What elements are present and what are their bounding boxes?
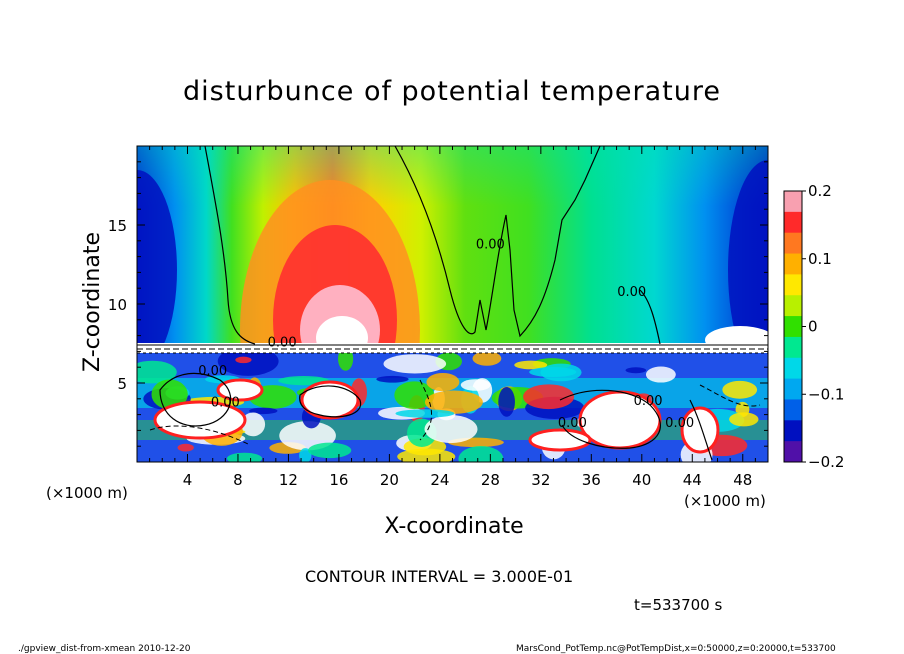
field-patch: [376, 375, 409, 383]
field-patch: [177, 443, 194, 452]
field-patch: [235, 356, 252, 364]
colorbar-swatch: [784, 253, 802, 275]
field-patch: [299, 448, 312, 462]
y-tick-label: 5: [117, 375, 127, 393]
contour-label: 0.00: [665, 416, 694, 431]
x-tick-label: 24: [430, 471, 449, 489]
x-tick-label: 20: [380, 471, 399, 489]
zero-contours: [159, 146, 713, 461]
x-axis-label: X-coordinate: [384, 514, 524, 539]
field-patch: [240, 412, 266, 437]
field-patch: [514, 360, 548, 370]
field-patch: [528, 428, 592, 452]
colorbar-swatch: [784, 441, 802, 463]
colorbar-swatch: [784, 399, 802, 421]
field-patch: [424, 415, 478, 444]
colorbar-tick-label: 0.1: [808, 250, 832, 268]
y-tick-label: 10: [108, 296, 127, 314]
x-tick-label: 44: [683, 471, 702, 489]
field-patch: [523, 384, 575, 410]
colorbar-swatch: [784, 274, 802, 296]
field-patch: [151, 379, 188, 410]
field-patch: [680, 406, 720, 454]
field-patch: [397, 448, 456, 462]
footer-script-info: ./gpview_dist-from-xmean 2010-12-20: [18, 644, 191, 654]
x-tick-label: 4: [183, 471, 193, 489]
colorbar-swatch: [784, 295, 802, 317]
lower-turbulent-patches: [137, 346, 759, 462]
field-patch: [249, 407, 278, 415]
footer-data-source: MarsCond_PotTemp.nc@PotTempDist,x=0:5000…: [516, 644, 836, 654]
field-patch: [424, 390, 483, 414]
contour-label: 0.00: [211, 396, 240, 411]
field-patch: [426, 372, 460, 392]
field-patch: [308, 442, 352, 459]
upper-layer-fade: [137, 146, 768, 206]
contour-label: 0.00: [634, 394, 663, 409]
field-patch: [216, 378, 264, 402]
x-tick-label: 40: [632, 471, 651, 489]
field-patch: [625, 367, 647, 374]
y-axis-label: Z-coordinate: [80, 232, 105, 372]
x-tick-label: 48: [733, 471, 752, 489]
field-patch: [529, 367, 577, 378]
contour-interval-label: CONTOUR INTERVAL = 3.000E-01: [305, 567, 574, 586]
contour-label: 0.00: [198, 364, 227, 379]
x-axis-unit-right: (×1000 m): [684, 492, 766, 510]
x-tick-label: 12: [279, 471, 298, 489]
contour-labels: 0.000.000.000.000.000.000.000.00: [198, 238, 694, 432]
field-patch: [153, 400, 247, 440]
colorbar-swatch: [784, 336, 802, 359]
colorbar-tick-label: −0.2: [808, 453, 844, 471]
colorbar-swatch: [784, 191, 802, 213]
y-tick-label: 15: [108, 217, 127, 235]
field-patch: [279, 421, 336, 451]
x-tick-label: 36: [582, 471, 601, 489]
colorbar-tick-label: −0.1: [808, 385, 844, 403]
field-patch: [722, 380, 758, 399]
x-tick-label: 16: [329, 471, 348, 489]
cold-anomaly-left: [137, 170, 177, 370]
plot-area: 0.000.000.000.000.000.000.000.00: [137, 146, 768, 462]
interface-lines: [137, 344, 768, 354]
colorbar-swatch: [784, 232, 802, 255]
colorbar-swatch: [784, 357, 802, 380]
y-axis-ticks: 5 10 15: [108, 161, 768, 447]
field-patch: [458, 446, 504, 462]
cold-anomaly-right: [728, 160, 768, 380]
colorbar-tick-label: 0.2: [808, 182, 832, 200]
field-patch: [460, 379, 491, 391]
contour-label: 0.00: [617, 285, 646, 300]
dashed-contours: [149, 379, 761, 446]
field-patch: [472, 351, 502, 366]
x-axis-ticks: 4 8 12 16 20 24 28 32 36 40 44 48: [149, 146, 756, 489]
field-patch: [395, 409, 455, 418]
field-patch: [498, 386, 515, 417]
field-patch: [300, 380, 360, 420]
x-tick-label: 32: [531, 471, 550, 489]
colorbar: 0.2 0.1 0 −0.1 −0.2: [783, 182, 844, 471]
x-axis-unit-left: (×1000 m): [46, 484, 128, 502]
field-patch: [226, 452, 263, 462]
contour-label: 0.00: [476, 238, 505, 253]
colorbar-swatch: [784, 316, 802, 338]
field-patch: [729, 412, 759, 427]
field-patch: [645, 366, 676, 383]
chart-title: disturbunce of potential temperature: [183, 76, 721, 107]
interface-band: [137, 343, 768, 353]
x-tick-label: 8: [233, 471, 243, 489]
contour-label: 0.00: [268, 336, 297, 351]
contour-label: 0.00: [558, 416, 587, 431]
colorbar-swatch: [784, 420, 802, 442]
colorbar-swatch: [784, 378, 802, 400]
colorbar-swatch: [784, 211, 802, 234]
time-label: t=533700 s: [634, 596, 723, 614]
x-tick-label: 28: [481, 471, 500, 489]
field-patch: [383, 354, 447, 374]
field-patch: [137, 360, 177, 384]
colorbar-tick-label: 0: [808, 318, 818, 336]
